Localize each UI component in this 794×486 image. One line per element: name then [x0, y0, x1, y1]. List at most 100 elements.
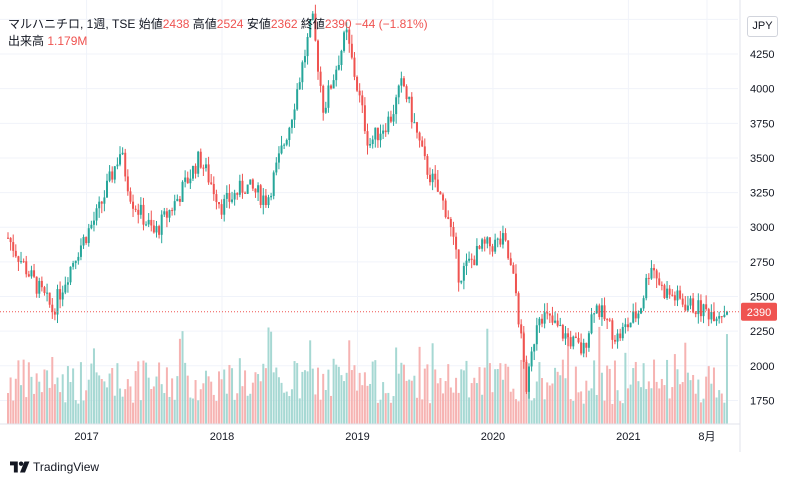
volume-bar: [358, 372, 361, 424]
volume-bar: [184, 362, 187, 424]
volume-bar: [517, 401, 520, 424]
candle: [541, 318, 544, 324]
candle: [653, 267, 656, 271]
candle: [335, 69, 338, 81]
volume-bar: [470, 383, 473, 424]
currency-button[interactable]: JPY: [747, 16, 778, 37]
volume-bar: [567, 335, 570, 424]
candle: [504, 233, 507, 241]
candle: [705, 304, 708, 310]
volume-bar: [418, 346, 421, 424]
y-tick-label: 2250: [750, 326, 774, 338]
volume-bar: [642, 363, 645, 424]
volume-bar: [705, 376, 708, 424]
volume-bar: [290, 389, 293, 424]
last-price-line: 2390: [0, 302, 777, 321]
x-tick-label: 2019: [345, 431, 369, 443]
volume-bar: [191, 398, 194, 424]
candle: [285, 139, 288, 145]
volume-bar: [59, 392, 62, 424]
volume-bar: [7, 393, 9, 424]
volume-bar: [434, 369, 437, 424]
candle: [538, 318, 541, 326]
volume-bar: [533, 398, 536, 424]
candle: [439, 191, 442, 195]
candle: [296, 89, 299, 110]
candle: [38, 280, 41, 294]
candle: [671, 294, 674, 296]
y-tick-label: 4000: [750, 84, 774, 96]
volume-bar: [673, 354, 676, 424]
volume-bar: [215, 400, 218, 424]
change-value: −44 (−1.81%): [354, 17, 428, 31]
candle: [569, 337, 572, 347]
volume-bar: [561, 359, 564, 424]
candle: [267, 197, 270, 206]
chart-legend: マルハニチロ, 1週, TSE 始値2438 高値2524 安値2362 終値2…: [8, 16, 428, 50]
candle: [82, 237, 85, 246]
volume-bar: [541, 378, 544, 424]
volume-bar: [384, 393, 387, 424]
volume-bar: [327, 369, 330, 424]
volume-bar: [606, 365, 609, 424]
volume-bar: [87, 379, 90, 424]
candle: [51, 304, 54, 312]
candle: [509, 258, 512, 266]
volume-bar: [132, 402, 135, 424]
candle: [491, 246, 494, 252]
candle: [79, 245, 82, 257]
candle: [298, 82, 301, 90]
volume-bar: [95, 372, 98, 424]
volume-bar: [538, 362, 541, 424]
tradingview-brand[interactable]: TradingView: [10, 460, 99, 474]
volume-bar: [580, 391, 583, 424]
volume-bar: [330, 395, 333, 424]
candle: [137, 209, 140, 215]
candle: [434, 173, 437, 180]
candle: [663, 285, 666, 298]
candle: [210, 182, 213, 184]
chart-area[interactable]: 2390 1750 2000 2250 2500 2750 3000 3250 3500 375…: [0, 0, 777, 452]
volume-bar: [684, 342, 687, 424]
x-tick-label: 2017: [74, 431, 98, 443]
candle: [35, 276, 38, 294]
volume-bar: [392, 396, 395, 424]
volume-bar: [449, 387, 452, 424]
volume-bar: [225, 393, 228, 424]
volume-bar: [332, 358, 335, 424]
volume-bar: [512, 388, 515, 424]
volume-bar: [285, 391, 288, 424]
volume-bar: [405, 380, 408, 424]
candle: [356, 76, 359, 91]
candle: [350, 43, 353, 58]
volume-bar: [314, 394, 317, 424]
candle: [293, 109, 296, 120]
candle: [306, 37, 309, 57]
volume-bar: [389, 402, 392, 424]
price-chart[interactable]: 2390 1750 2000 2250 2500 2750 3000 3250 3500 375…: [0, 0, 794, 456]
candle: [283, 144, 286, 146]
volume-bar: [660, 378, 663, 424]
volume-bar: [712, 367, 715, 424]
volume-bar: [254, 372, 257, 424]
volume-bar: [267, 327, 270, 424]
candle: [129, 191, 132, 202]
volume-bar: [134, 371, 137, 424]
volume-bar: [233, 399, 236, 424]
candle: [12, 242, 15, 251]
candle: [108, 171, 111, 181]
volume-bar: [402, 364, 405, 424]
candle: [270, 195, 273, 198]
volume-bar: [676, 369, 679, 424]
candle: [718, 316, 721, 319]
volume-bar: [296, 363, 299, 424]
candle: [387, 116, 390, 133]
y-tick-label: 2750: [750, 257, 774, 269]
volume-bar: [259, 381, 262, 424]
candle: [676, 290, 679, 301]
volume-bar: [43, 369, 46, 424]
volume-bar: [207, 376, 210, 424]
candle: [150, 219, 153, 226]
volume-bar: [460, 369, 463, 424]
volume-bar: [66, 366, 69, 424]
